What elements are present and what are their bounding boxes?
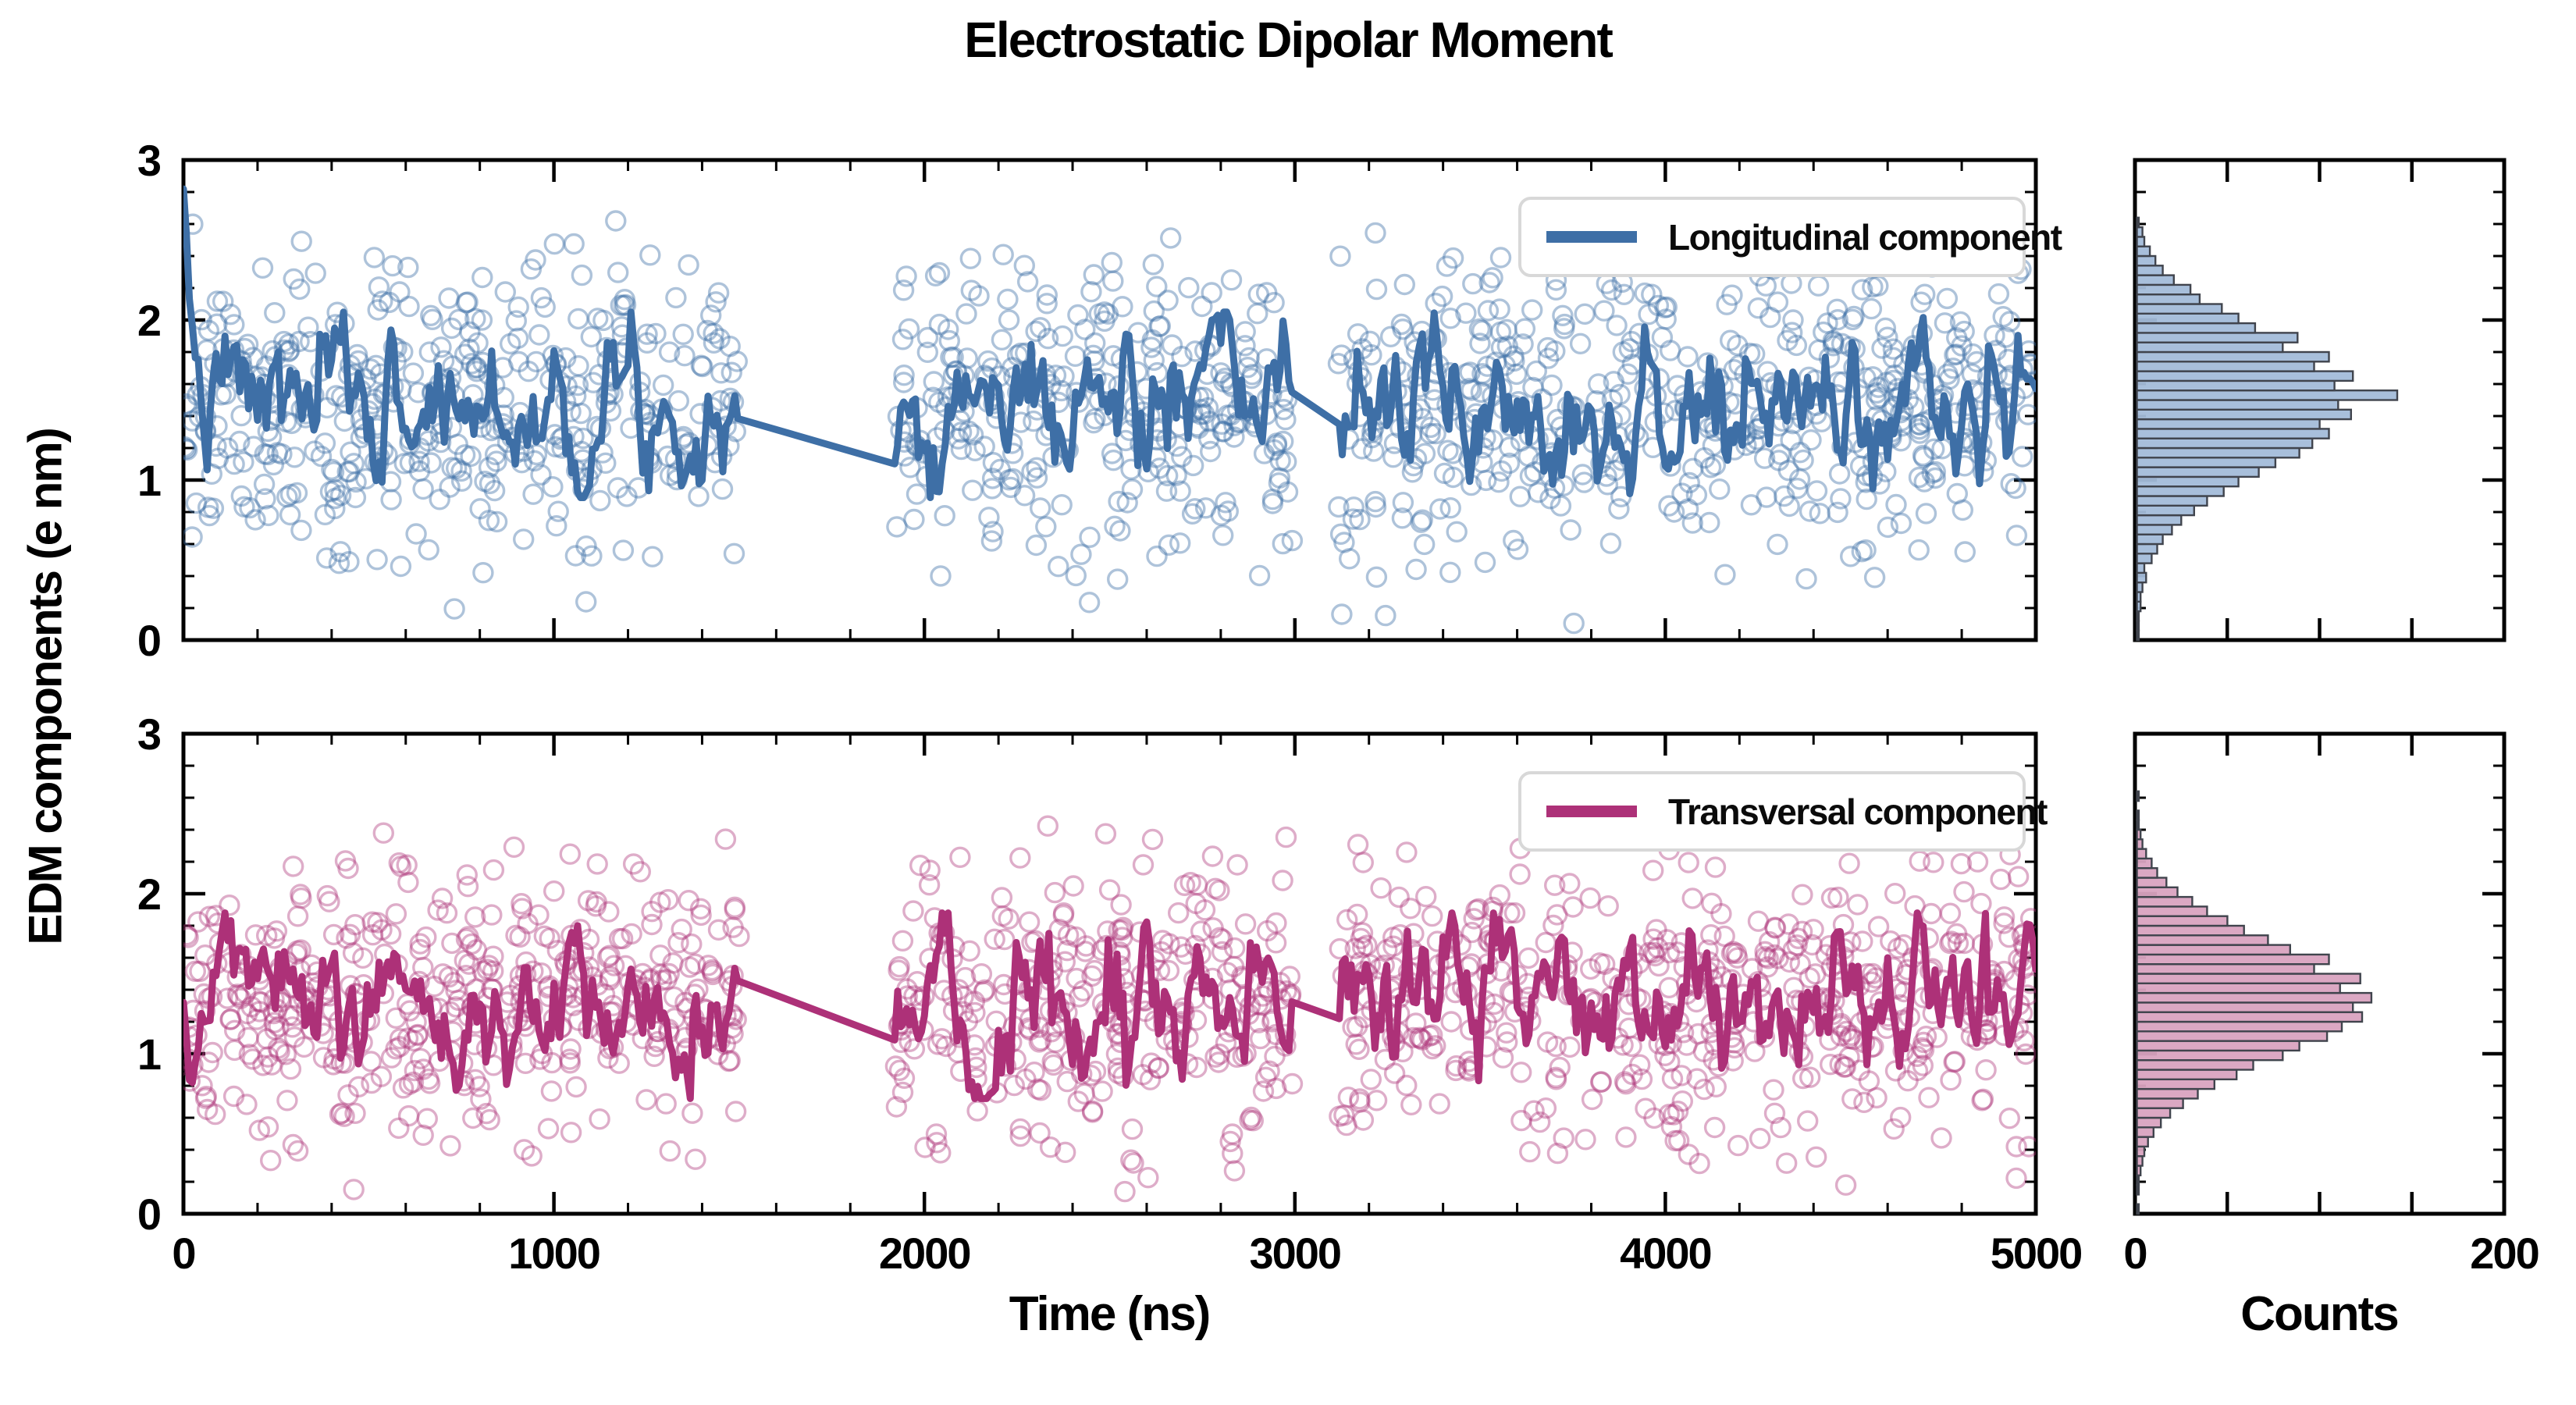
y-tick-label: 2	[137, 296, 160, 345]
legend-label-longitudinal: Longitudinal component	[1668, 216, 2062, 258]
chart-title: Electrostatic Dipolar Moment	[964, 12, 1614, 68]
legend-longitudinal: Longitudinal component	[1518, 197, 2062, 277]
hist-x-tick-label: 200	[2470, 1229, 2538, 1278]
x-axis-label-time: Time (ns)	[1009, 1287, 1211, 1341]
main-panel-1-frame	[181, 731, 2038, 1216]
histogram-transversal-component	[2136, 790, 2373, 1215]
histogram-longitudinal-component	[2136, 216, 2399, 642]
trend-line-transversal-component	[183, 909, 2036, 1102]
scatter-longitudinal-component	[183, 185, 2036, 635]
legend-swatch-longitudinal	[1546, 231, 1637, 243]
hist-x-tick-label: 0	[2123, 1229, 2146, 1278]
y-tick-label: 2	[137, 870, 160, 919]
hist-panel-1-frame	[2133, 731, 2507, 1216]
hist-panel-0-frame	[2133, 158, 2507, 642]
y-tick-label: 3	[137, 710, 161, 759]
main-panel-0-frame	[181, 158, 2038, 642]
y-tick-label: 0	[137, 616, 160, 665]
x-tick-label: 0	[172, 1229, 194, 1278]
y-tick-label: 1	[137, 1030, 161, 1079]
legend-transversal: Transversal component	[1518, 771, 2048, 852]
x-axis-label-counts: Counts	[2240, 1287, 2400, 1341]
legend-label-transversal: Transversal component	[1668, 791, 2048, 832]
x-tick-label: 3000	[1250, 1229, 1341, 1278]
y-tick-label: 1	[137, 456, 161, 505]
trend-line-longitudinal-component	[183, 185, 2036, 501]
scatter-transversal-component	[183, 815, 2036, 1203]
y-tick-label: 0	[137, 1190, 160, 1239]
x-tick-label: 1000	[508, 1229, 600, 1278]
x-tick-label: 4000	[1620, 1229, 1711, 1278]
legend-swatch-transversal	[1546, 806, 1637, 817]
x-tick-label: 5000	[1991, 1229, 2082, 1278]
x-tick-label: 2000	[879, 1229, 970, 1278]
y-tick-label: 3	[137, 136, 161, 185]
